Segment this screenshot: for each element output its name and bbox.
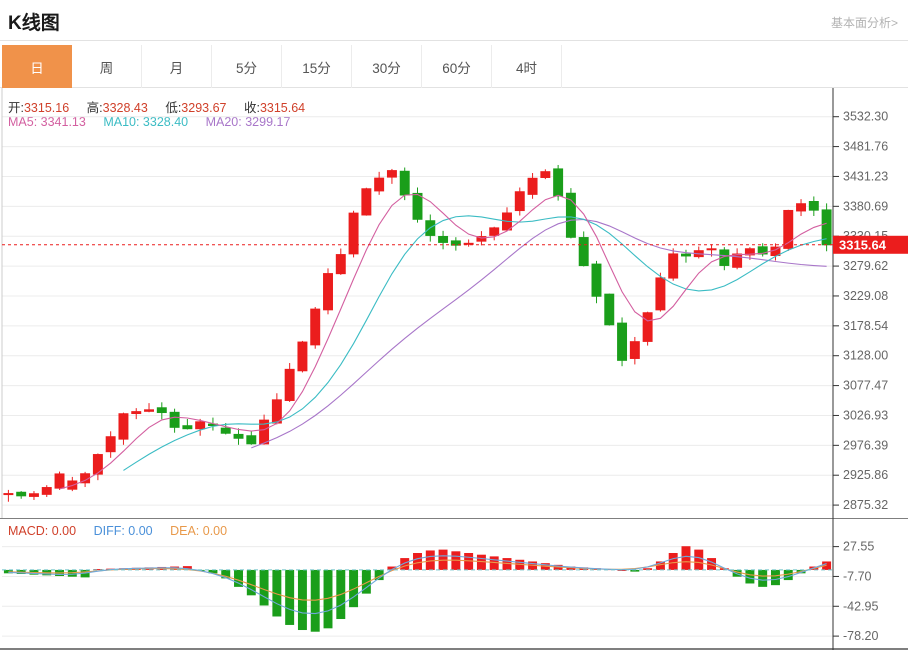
svg-text:-42.95: -42.95	[843, 599, 878, 613]
svg-text:3481.76: 3481.76	[843, 140, 888, 154]
svg-text:3431.23: 3431.23	[843, 169, 888, 183]
svg-text:3380.69: 3380.69	[843, 199, 888, 213]
svg-text:27.55: 27.55	[843, 540, 874, 554]
svg-text:-78.20: -78.20	[843, 629, 878, 643]
svg-text:-7.70: -7.70	[843, 569, 872, 583]
svg-text:3128.00: 3128.00	[843, 349, 888, 363]
svg-text:2976.39: 2976.39	[843, 438, 888, 452]
svg-text:2925.86: 2925.86	[843, 468, 888, 482]
svg-text:3279.62: 3279.62	[843, 259, 888, 273]
svg-text:3077.47: 3077.47	[843, 379, 888, 393]
svg-text:3315.64: 3315.64	[839, 237, 887, 252]
svg-text:3229.08: 3229.08	[843, 289, 888, 303]
svg-text:3026.93: 3026.93	[843, 408, 888, 422]
svg-text:2875.32: 2875.32	[843, 498, 888, 512]
svg-text:3532.30: 3532.30	[843, 110, 888, 124]
svg-text:3178.54: 3178.54	[843, 319, 888, 333]
